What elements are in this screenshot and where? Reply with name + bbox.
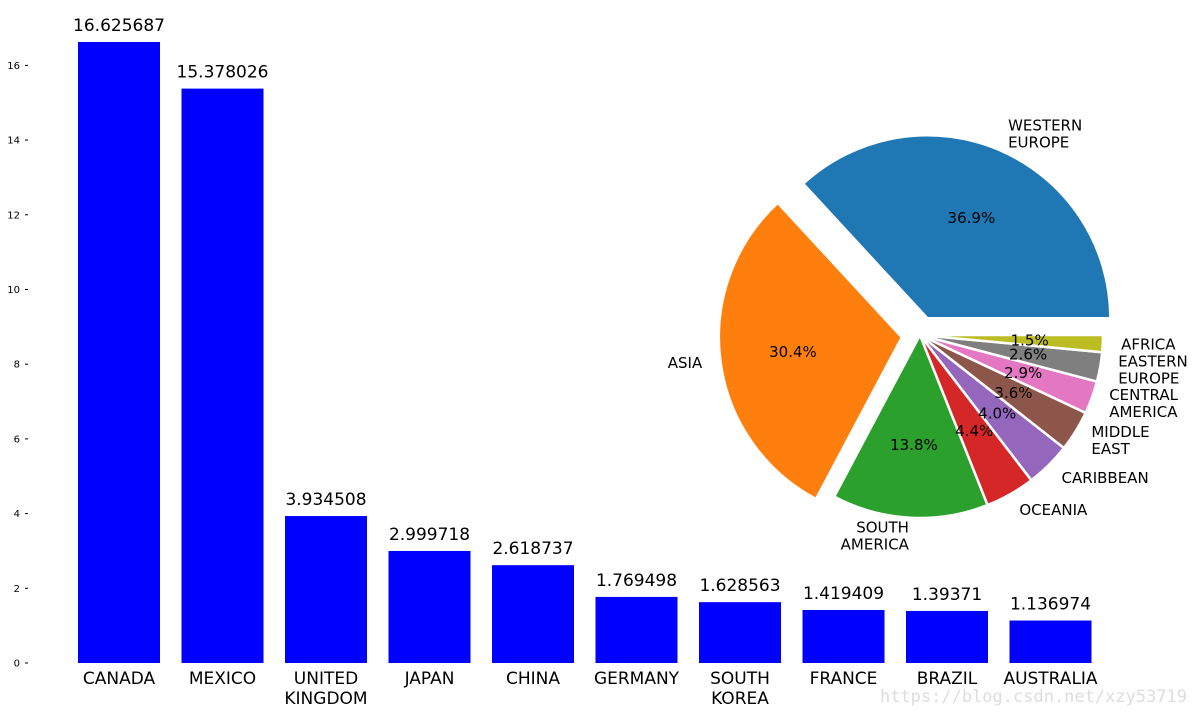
pie-chart: 36.9% WESTERN EUROPE 30.4% ASIA 13.8% SOUTH AME… [668,116,1188,553]
pie-slice [801,134,1112,320]
bar-data-label: 16.625687 [73,16,165,36]
bar [285,516,367,663]
bar [181,88,264,664]
pie-pct-label: 30.4% [769,343,817,361]
bar-data-label: 2.999718 [389,525,470,545]
pie-label: MIDDLE EAST [1091,423,1149,458]
x-tick-label: MEXICO [189,669,256,689]
bar-data-label: 1.769498 [596,571,677,591]
bar [1009,620,1092,663]
bar [78,42,160,663]
pie-pct-label: 13.8% [890,436,938,454]
pie-pct-label: 2.6% [1009,346,1047,364]
bar [595,596,678,663]
pie-label: CARIBBEAN [1062,469,1149,487]
y-tick-label: 8 [14,360,20,371]
x-tick-label: CHINA [506,669,560,689]
pie-slice [832,333,989,520]
x-tick-label: SOUTH KOREA [710,669,770,709]
pie-pct-label: 4.0% [978,405,1016,423]
pie-pct-label: 2.9% [1004,364,1042,382]
bar-chart: 0 2 4 6 8 10 12 14 16 16.625687 CANADA 15.378026 MEX… [7,16,1098,709]
pie-label: AFRICA [1121,335,1176,353]
x-tick-label: BRAZIL [917,669,978,689]
bar [388,550,471,663]
bar-data-label: 1.628563 [699,576,780,596]
bar-data-label: 2.618737 [492,539,573,559]
x-tick-label: UNITED KINGDOM [284,669,367,709]
pie-label: EASTERN EUROPE [1118,353,1188,388]
watermark: https://blog.csdn.net/xzy53719 [880,687,1187,707]
bar [802,609,885,663]
pie-label: SOUTH AMERICA [841,518,910,553]
y-tick-label: 4 [14,509,20,520]
pie-pct-label: 36.9% [948,209,996,227]
pie-slice [918,333,1105,354]
pie-label: WESTERN EUROPE [1008,116,1082,151]
bar [906,610,988,663]
x-tick-label: AUSTRALIA [1003,669,1097,689]
bar [699,602,781,663]
pie-label: CENTRAL AMERICA [1109,386,1178,421]
bar-data-label: 1.419409 [803,584,884,604]
bar [492,565,574,663]
y-tick-label: 14 [7,136,20,147]
x-tick-label: CANADA [83,669,156,689]
pie-pct-label: 4.4% [955,422,993,440]
x-tick-label: JAPAN [404,669,455,689]
pie-label: ASIA [668,354,703,372]
bar-data-label: 15.378026 [177,63,269,83]
x-tick-label: GERMANY [594,669,680,689]
x-tick-label: FRANCE [810,669,878,689]
y-tick-label: 16 [7,61,20,72]
y-tick-label: 0 [14,659,20,670]
pie-label: OCEANIA [1019,501,1088,519]
pie-slice [717,201,904,501]
pie-pct-label: 3.6% [994,384,1032,402]
y-tick-label: 10 [7,285,20,296]
bar-data-label: 1.39371 [912,585,982,605]
bar-data-label: 3.934508 [285,490,366,510]
y-tick-label: 12 [7,210,20,221]
bar-data-label: 1.136974 [1010,595,1091,615]
y-tick-label: 6 [14,434,20,445]
y-tick-label: 2 [14,584,20,595]
pie-pct-label: 1.5% [1011,332,1049,350]
